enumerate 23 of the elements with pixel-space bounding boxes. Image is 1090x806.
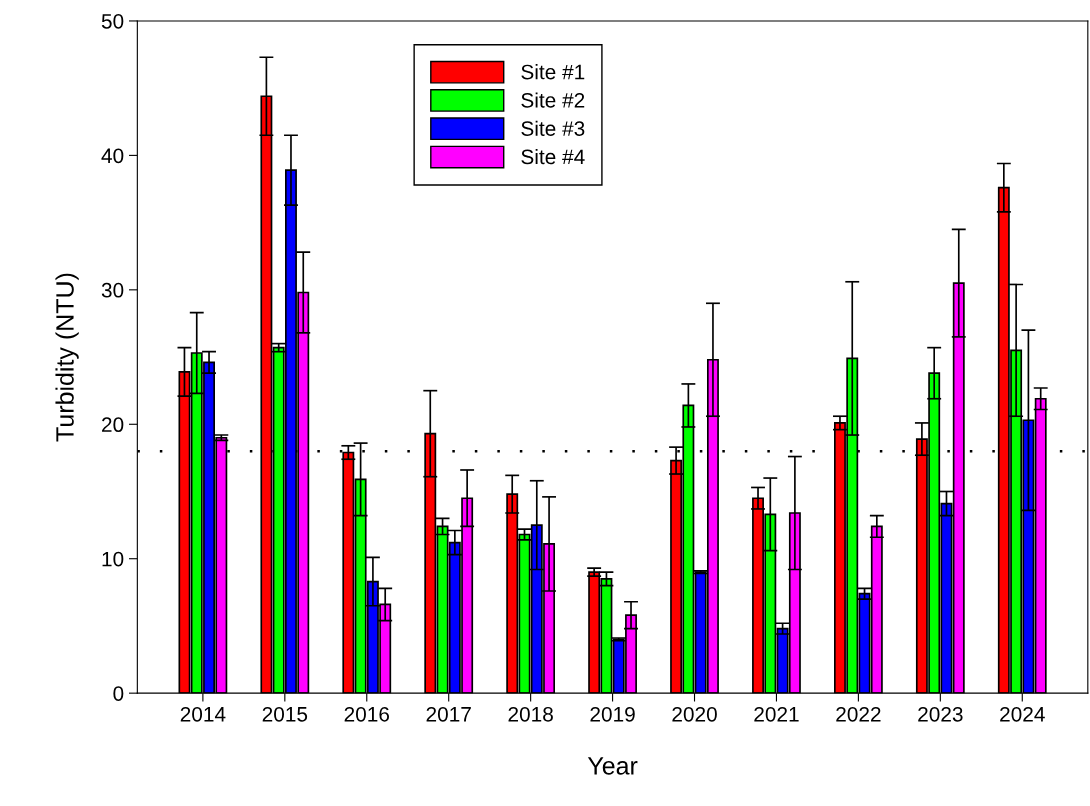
y-tick-label: 40	[101, 148, 124, 164]
legend-label: Site #1	[521, 64, 585, 80]
x-tick-label: 2016	[344, 706, 390, 722]
x-tick-label: 2018	[508, 706, 553, 722]
x-tick-label: 2022	[836, 706, 881, 722]
x-tick-label: 2021	[754, 706, 799, 722]
y-tick-label: 0	[113, 686, 124, 701]
y-axis-title: Turbidity (NTU)	[55, 273, 79, 442]
legend-label: Site #2	[521, 92, 585, 108]
x-tick-label: 2020	[672, 706, 717, 722]
y-tick-label: 30	[101, 282, 124, 298]
y-tick-label: 20	[102, 417, 124, 433]
x-tick-label: 2023	[918, 706, 963, 722]
x-tick-label: 2019	[590, 706, 635, 722]
x-axis-title: Year	[587, 757, 638, 775]
legend-label: Site #4	[521, 148, 585, 165]
y-tick-label: 50	[101, 13, 124, 29]
legend-label: Site #3	[521, 120, 585, 136]
x-tick-label: 2017	[426, 706, 471, 722]
y-tick-label: 10	[102, 551, 124, 567]
x-tick-label: 2024	[1000, 706, 1045, 722]
x-tick-label: 2015	[262, 706, 308, 722]
x-tick-label: 2014	[180, 706, 226, 722]
